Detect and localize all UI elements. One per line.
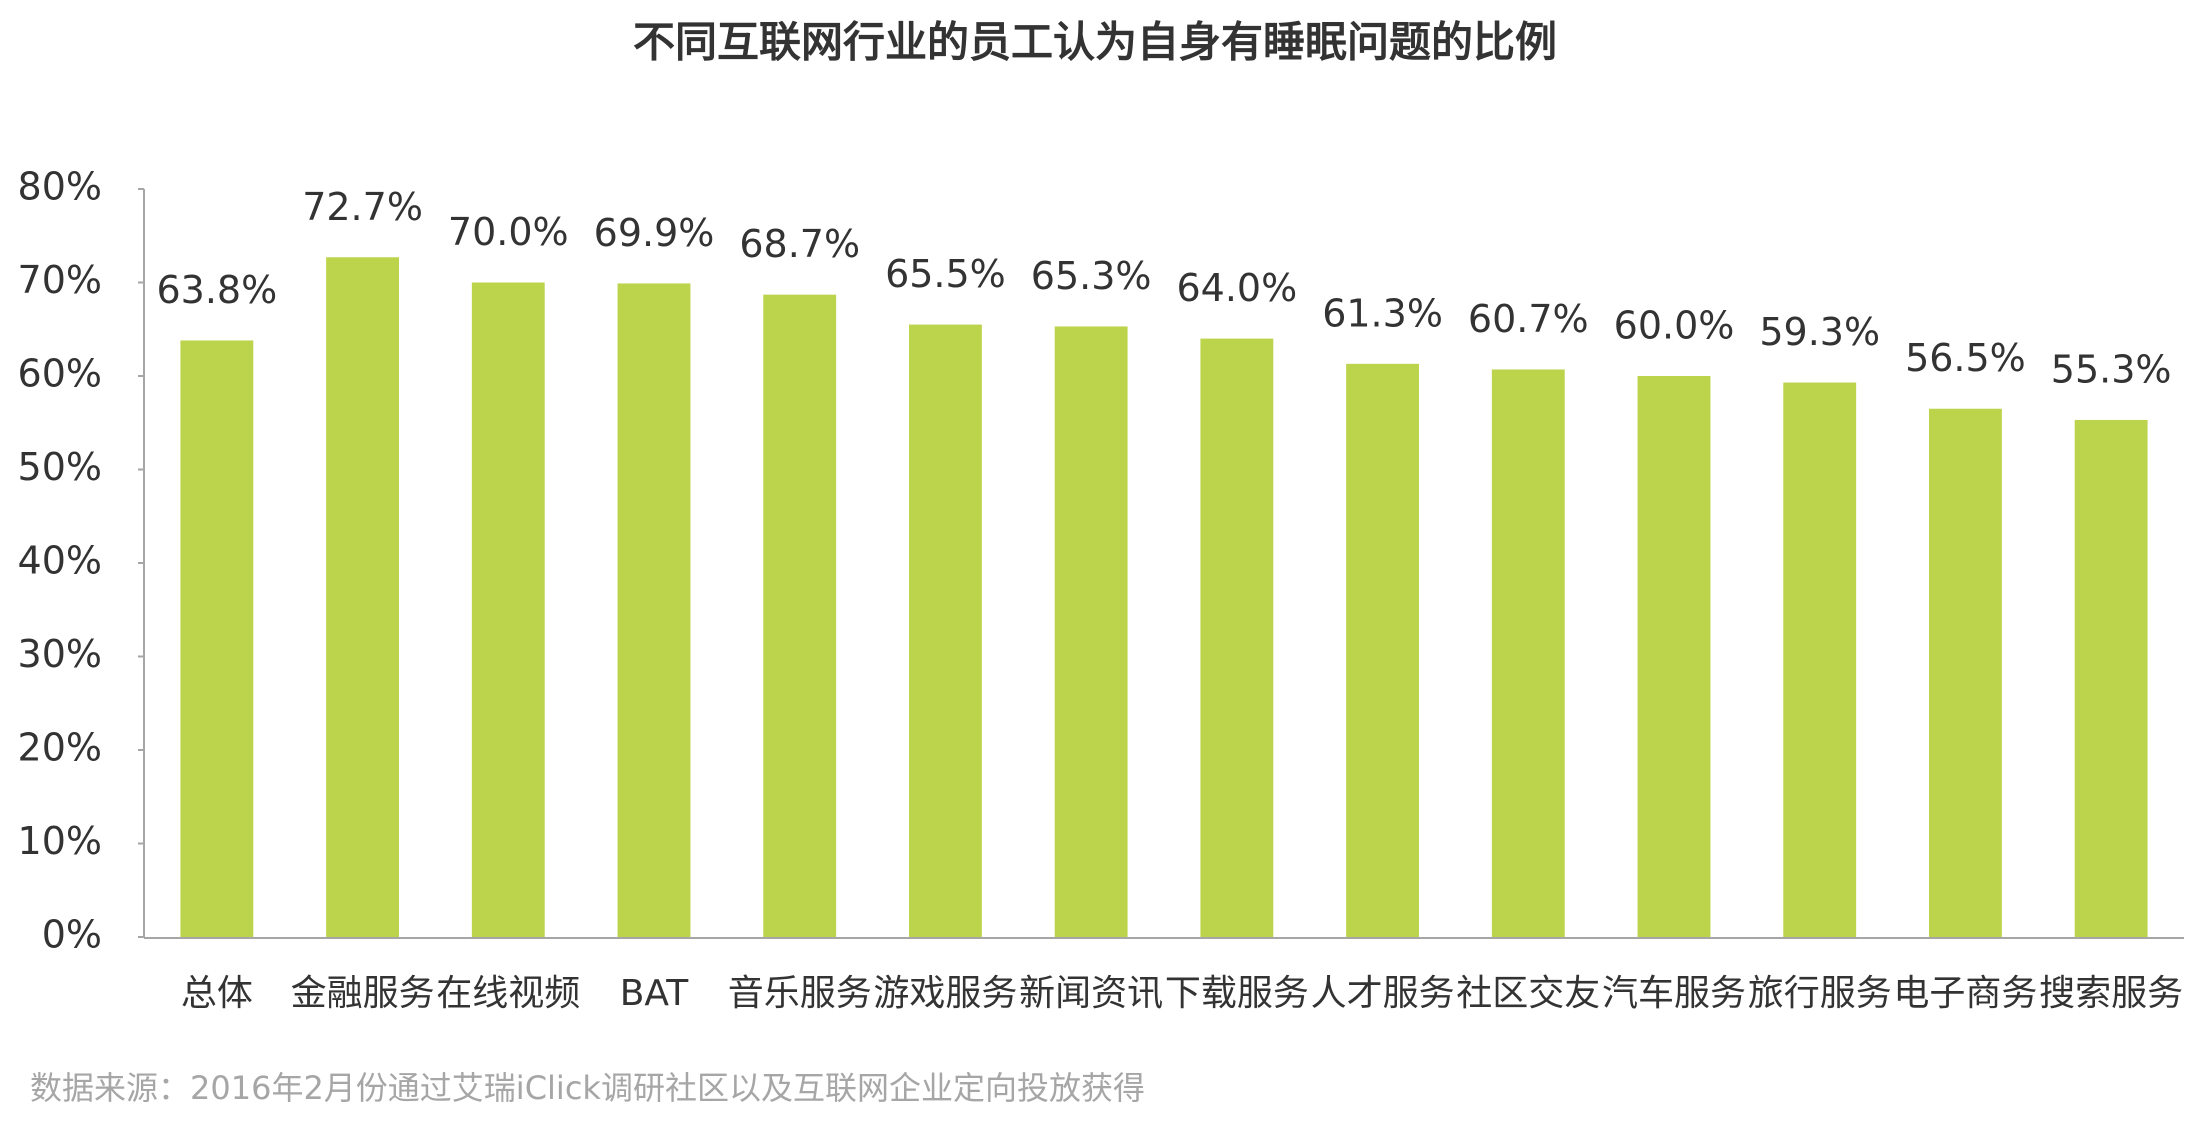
bar (763, 294, 837, 937)
x-tick-label: 电子商务 (1893, 973, 2037, 1014)
x-tick-label: 游戏服务 (873, 973, 1017, 1014)
bar (1054, 326, 1128, 937)
value-label: 56.5% (1905, 336, 2026, 380)
value-label: 60.7% (1468, 297, 1589, 341)
bar (909, 324, 982, 937)
value-label: 55.3% (2051, 347, 2172, 391)
value-label: 69.9% (594, 211, 715, 255)
bar (617, 283, 691, 937)
y-tick-label: 40% (18, 539, 102, 583)
x-tick-label: 在线视频 (436, 973, 580, 1014)
value-label: 70.0% (448, 210, 569, 254)
y-tick-label: 60% (18, 352, 102, 396)
value-label: 59.3% (1759, 310, 1880, 354)
bar (1637, 376, 1711, 937)
value-label: 72.7% (302, 185, 423, 229)
y-tick-label: 70% (18, 258, 102, 302)
x-tick-label: 旅行服务 (1748, 973, 1892, 1014)
bar (326, 257, 399, 937)
value-label: 68.7% (739, 222, 860, 266)
x-tick-label: 搜索服务 (2039, 973, 2183, 1014)
bar (1929, 408, 2002, 938)
y-tick-label: 50% (18, 445, 102, 489)
y-tick-label: 30% (18, 632, 102, 676)
y-tick-label: 0% (42, 913, 102, 957)
source-note: 数据来源：2016年2月份通过艾瑞iClick调研社区以及互联网企业定向投放获得 (30, 1069, 1145, 1107)
x-tick-label: 新闻资讯 (1019, 973, 1163, 1014)
chart-title: 不同互联网行业的员工认为自身有睡眠问题的比例 (633, 18, 1557, 67)
bar (471, 282, 545, 937)
bar (1200, 338, 1274, 938)
y-tick-label: 10% (18, 819, 102, 863)
bar (2074, 419, 2148, 937)
x-tick-label: 音乐服务 (728, 973, 872, 1014)
bar (1491, 369, 1565, 938)
value-label: 61.3% (1322, 291, 1443, 335)
y-tick-label: 20% (18, 726, 102, 770)
x-tick-label: 汽车服务 (1602, 973, 1746, 1014)
value-label: 65.3% (1031, 254, 1152, 298)
x-tick-label: BAT (620, 973, 690, 1014)
x-tick-label: 下载服务 (1165, 973, 1309, 1014)
value-label: 63.8% (156, 268, 277, 312)
value-label: 64.0% (1176, 266, 1297, 310)
value-label: 60.0% (1614, 304, 1735, 348)
y-tick-label: 80% (18, 165, 102, 209)
x-tick-label: 总体 (181, 973, 253, 1014)
bar (1783, 382, 1857, 937)
bar (180, 340, 254, 938)
bar (1346, 363, 1419, 938)
x-tick-label: 人才服务 (1311, 973, 1455, 1014)
value-label: 65.5% (885, 252, 1006, 296)
x-tick-label: 金融服务 (291, 973, 435, 1014)
x-tick-label: 社区交友 (1456, 973, 1600, 1014)
